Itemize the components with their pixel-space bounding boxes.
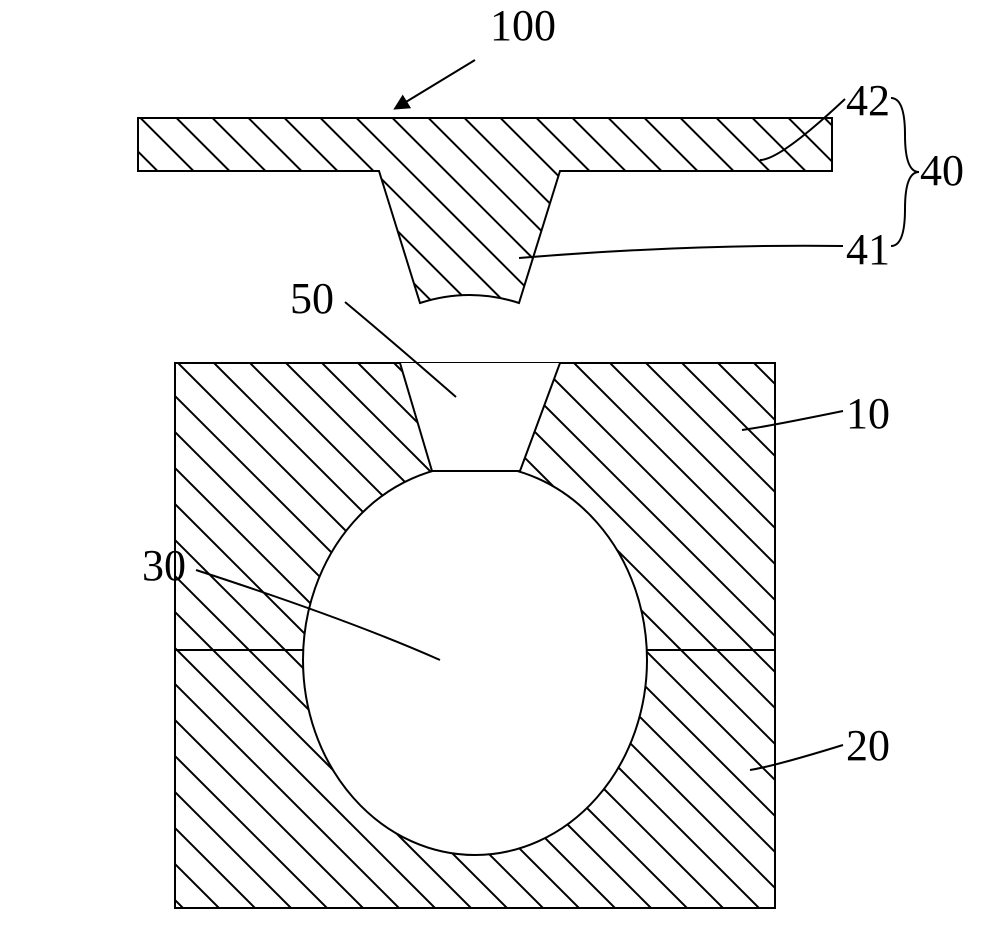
label-50: 50 [290, 273, 334, 324]
diagram-svg [0, 0, 1000, 943]
patent-figure: 10 20 30 40 41 42 50 100 [0, 0, 1000, 943]
label-41: 41 [846, 224, 890, 275]
label-30: 30 [142, 540, 186, 591]
label-40: 40 [920, 145, 964, 196]
label-42: 42 [846, 75, 890, 126]
label-10: 10 [846, 388, 890, 439]
label-100: 100 [490, 0, 556, 51]
label-20: 20 [846, 720, 890, 771]
